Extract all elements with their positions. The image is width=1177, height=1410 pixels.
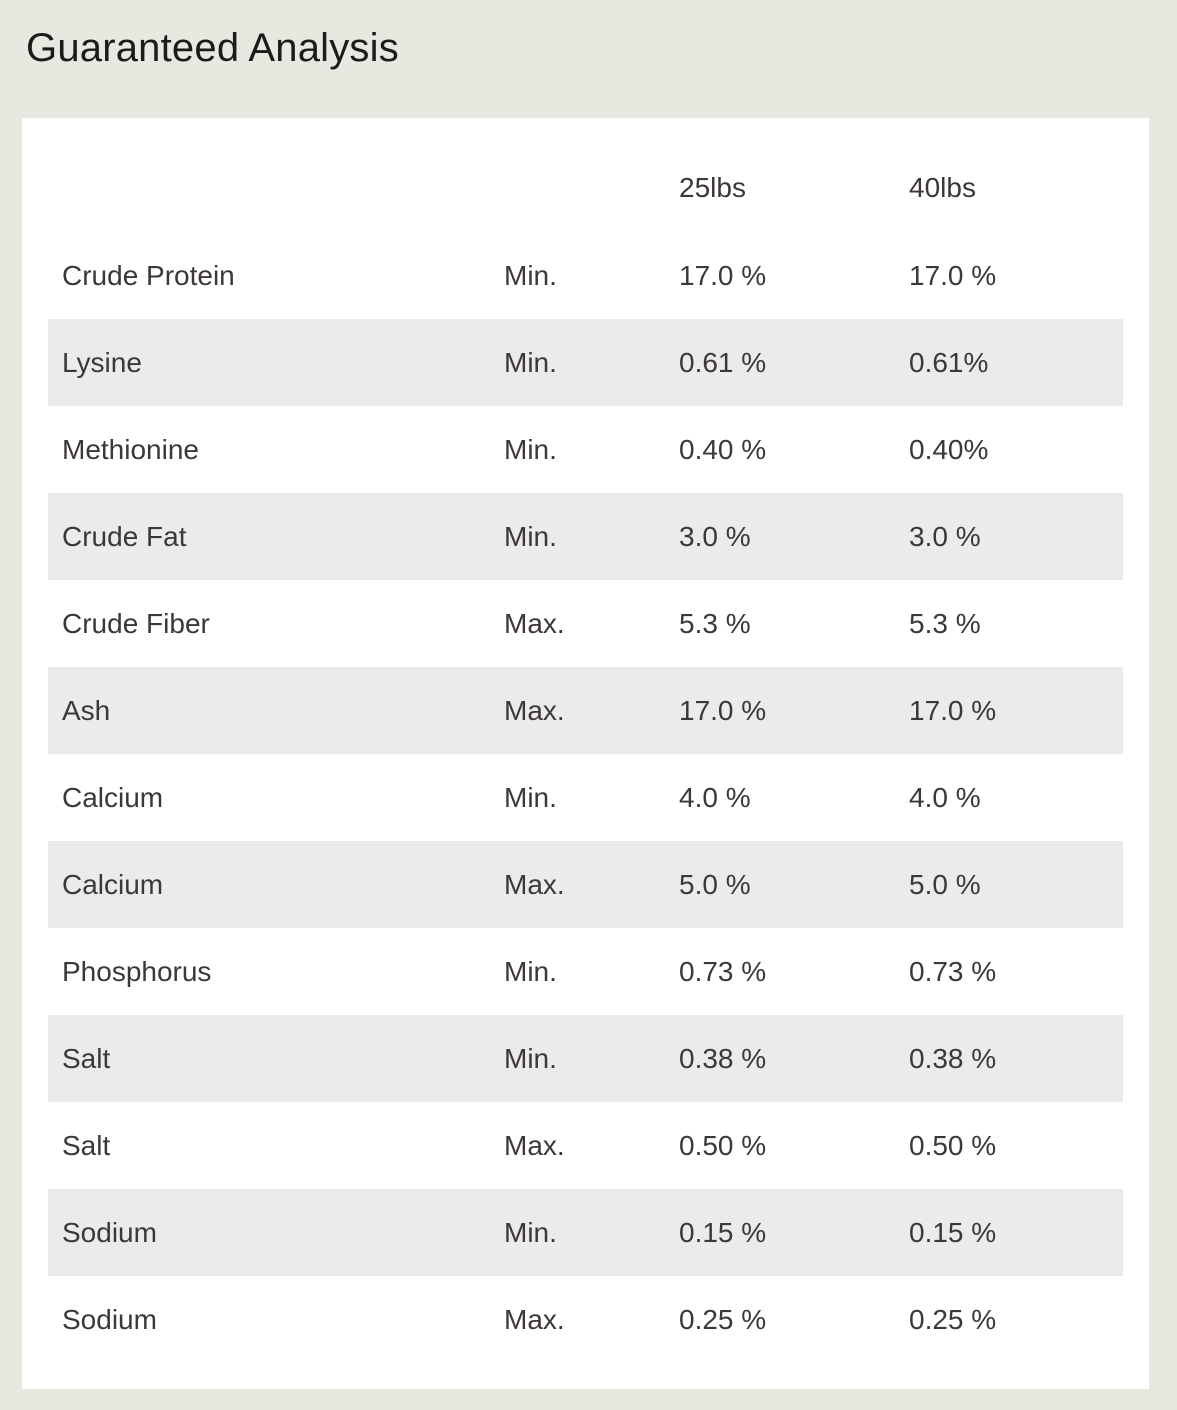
value-25lbs: 0.25 % <box>679 1303 767 1335</box>
guaranteed-analysis-table: 25lbs 40lbs Crude Protein Min. 17.0 % 17… <box>48 144 1123 1363</box>
table-row: Crude Fiber Max. 5.3 % 5.3 % <box>48 580 1123 667</box>
value-25lbs: 0.73 % <box>679 955 767 987</box>
value-25lbs: 5.3 % <box>679 607 751 639</box>
table-row: Sodium Min. 0.15 % 0.15 % <box>48 1189 1123 1276</box>
nutrient-name: Crude Fat <box>62 520 187 552</box>
nutrient-name: Phosphorus <box>62 955 212 987</box>
value-25lbs: 0.61 % <box>679 346 767 378</box>
value-40lbs: 0.38 % <box>909 1042 997 1074</box>
nutrient-name: Ash <box>62 694 111 726</box>
page-title: Guaranteed Analysis <box>26 26 399 70</box>
basis-label: Min. <box>504 520 557 552</box>
basis-label: Min. <box>504 1216 557 1248</box>
value-25lbs: 0.15 % <box>679 1216 767 1248</box>
nutrient-name: Lysine <box>62 346 142 378</box>
nutrient-name: Crude Fiber <box>62 607 210 639</box>
value-40lbs: 5.0 % <box>909 868 981 900</box>
table-row: Crude Fat Min. 3.0 % 3.0 % <box>48 493 1123 580</box>
nutrient-name: Calcium <box>62 781 164 813</box>
table-header-row: 25lbs 40lbs <box>48 144 1123 232</box>
table-row: Salt Min. 0.38 % 0.38 % <box>48 1015 1123 1102</box>
value-40lbs: 3.0 % <box>909 520 981 552</box>
value-25lbs: 0.50 % <box>679 1129 767 1161</box>
value-25lbs: 17.0 % <box>679 259 767 291</box>
basis-label: Min. <box>504 781 557 813</box>
value-40lbs: 17.0 % <box>909 694 997 726</box>
value-25lbs: 3.0 % <box>679 520 751 552</box>
value-25lbs: 5.0 % <box>679 868 751 900</box>
column-header-40lbs: 40lbs <box>909 172 976 203</box>
table-row: Calcium Min. 4.0 % 4.0 % <box>48 754 1123 841</box>
table-row: Methionine Min. 0.40 % 0.40% <box>48 406 1123 493</box>
basis-label: Min. <box>504 1042 557 1074</box>
table-row: Crude Protein Min. 17.0 % 17.0 % <box>48 232 1123 319</box>
table-body: Crude Protein Min. 17.0 % 17.0 % Lysine … <box>48 232 1123 1363</box>
basis-label: Max. <box>504 607 565 639</box>
nutrient-name: Salt <box>62 1129 111 1161</box>
table-header: 25lbs 40lbs <box>48 144 1123 232</box>
value-40lbs: 17.0 % <box>909 259 997 291</box>
table-row: Ash Max. 17.0 % 17.0 % <box>48 667 1123 754</box>
nutrient-name: Sodium <box>62 1216 157 1248</box>
table-row: Calcium Max. 5.0 % 5.0 % <box>48 841 1123 928</box>
nutrient-name: Crude Protein <box>62 259 235 291</box>
value-25lbs: 4.0 % <box>679 781 751 813</box>
value-40lbs: 4.0 % <box>909 781 981 813</box>
nutrient-name: Calcium <box>62 868 164 900</box>
value-40lbs: 0.15 % <box>909 1216 997 1248</box>
value-25lbs: 0.38 % <box>679 1042 767 1074</box>
nutrient-name: Methionine <box>62 433 199 465</box>
value-40lbs: 0.40% <box>909 433 989 465</box>
guaranteed-analysis-card: 25lbs 40lbs Crude Protein Min. 17.0 % 17… <box>22 118 1149 1389</box>
value-25lbs: 17.0 % <box>679 694 767 726</box>
nutrient-name: Salt <box>62 1042 111 1074</box>
column-header-nutrient <box>48 144 504 232</box>
value-40lbs: 0.61% <box>909 346 989 378</box>
nutrient-name: Sodium <box>62 1303 157 1335</box>
value-40lbs: 5.3 % <box>909 607 981 639</box>
basis-label: Max. <box>504 694 565 726</box>
value-25lbs: 0.40 % <box>679 433 767 465</box>
column-header-25lbs: 25lbs <box>679 172 746 203</box>
basis-label: Min. <box>504 433 557 465</box>
basis-label: Min. <box>504 346 557 378</box>
column-header-basis <box>504 144 679 232</box>
value-40lbs: 0.25 % <box>909 1303 997 1335</box>
basis-label: Min. <box>504 259 557 291</box>
table-row: Salt Max. 0.50 % 0.50 % <box>48 1102 1123 1189</box>
value-40lbs: 0.73 % <box>909 955 997 987</box>
table-row: Lysine Min. 0.61 % 0.61% <box>48 319 1123 406</box>
basis-label: Max. <box>504 1303 565 1335</box>
basis-label: Min. <box>504 955 557 987</box>
basis-label: Max. <box>504 868 565 900</box>
table-row: Sodium Max. 0.25 % 0.25 % <box>48 1276 1123 1363</box>
value-40lbs: 0.50 % <box>909 1129 997 1161</box>
table-row: Phosphorus Min. 0.73 % 0.73 % <box>48 928 1123 1015</box>
basis-label: Max. <box>504 1129 565 1161</box>
